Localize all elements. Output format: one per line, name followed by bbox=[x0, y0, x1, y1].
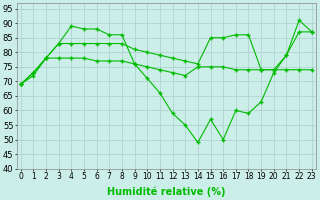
X-axis label: Humidité relative (%): Humidité relative (%) bbox=[107, 187, 226, 197]
